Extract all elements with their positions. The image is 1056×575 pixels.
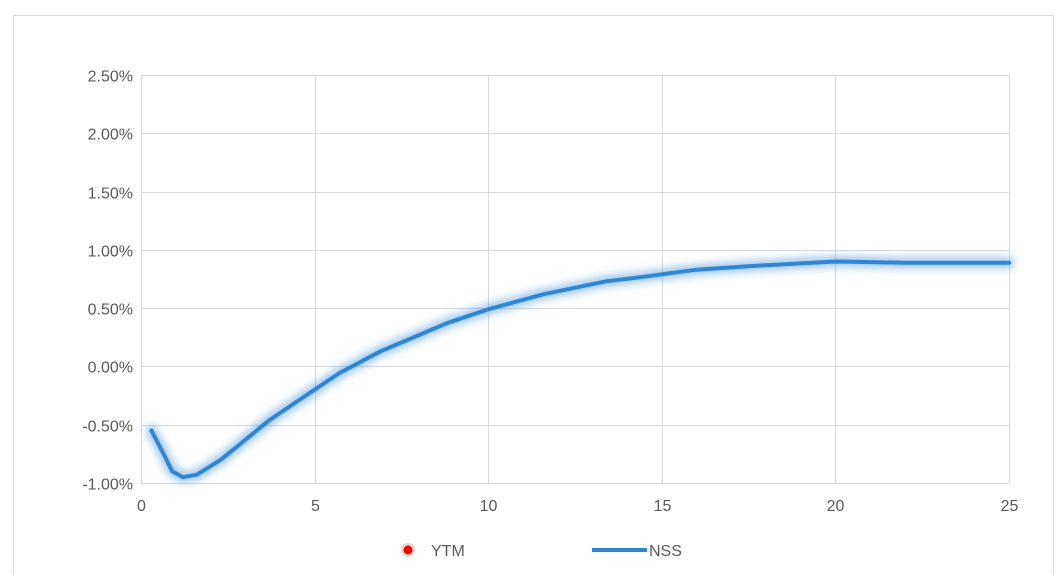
x-tick-label: 15 (654, 498, 672, 515)
y-tick-label: 2.50% (88, 69, 133, 86)
x-tick-label: 5 (311, 498, 320, 515)
y-tick-label: -1.00% (82, 477, 133, 494)
grid-layer (141, 75, 1010, 484)
legend-ytm-marker (403, 545, 413, 555)
x-tick-label: 25 (1001, 498, 1019, 515)
legend: YTM NSS (401, 543, 682, 560)
legend-nss-label: NSS (649, 543, 682, 560)
y-tick-label: 0.50% (88, 302, 133, 319)
y-tick-label: 1.50% (88, 186, 133, 203)
x-tick-label: 20 (827, 498, 845, 515)
x-tick-label: 10 (480, 498, 498, 515)
y-tick-label: 0.00% (88, 360, 133, 377)
y-tick-label: 1.00% (88, 244, 133, 261)
series-layer (145, 256, 1015, 483)
x-tick-label: 0 (137, 498, 146, 515)
axis-layer: -1.00% -0.50% 0.00% 0.50% 1.00% 1.50% 2.00% 2.5… (82, 69, 1018, 516)
y-tick-label: -0.50% (82, 419, 133, 436)
legend-ytm-label: YTM (431, 543, 465, 560)
y-tick-label: 2.00% (88, 127, 133, 144)
nss-line (149, 259, 1011, 480)
